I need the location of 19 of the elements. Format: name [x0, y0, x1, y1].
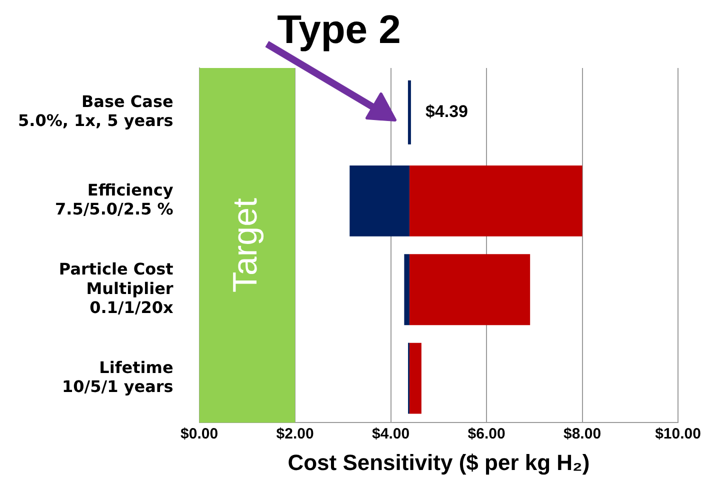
band-label: Target — [226, 198, 265, 293]
x-tick-label: $8.00 — [563, 426, 602, 443]
ref-line-label: $4.39 — [425, 102, 468, 122]
x-tick-label: $6.00 — [468, 426, 506, 443]
y-tick-label: Base Case 5.0%, 1x, 5 years — [18, 92, 174, 130]
x-tick-label: $2.00 — [276, 426, 314, 443]
x-tick-label: $4.00 — [372, 426, 410, 443]
bar — [350, 166, 410, 236]
y-tick-label: Lifetime 10/5/1 years — [62, 358, 174, 396]
bar — [409, 342, 422, 414]
y-tick-label: Particle Cost Multiplier 0.1/1/20x — [58, 260, 174, 317]
x-tick-label: $0.00 — [180, 426, 218, 443]
chart-title: Type 2 — [277, 8, 401, 52]
x-tick-label: $10.00 — [655, 426, 701, 443]
bar — [409, 254, 530, 326]
bar — [404, 254, 410, 326]
x-axis-title: Cost Sensitivity ($ per kg H₂) — [288, 450, 590, 475]
y-tick-label: Efficiency 7.5/5.0/2.5 % — [54, 180, 174, 219]
bar — [409, 166, 582, 236]
